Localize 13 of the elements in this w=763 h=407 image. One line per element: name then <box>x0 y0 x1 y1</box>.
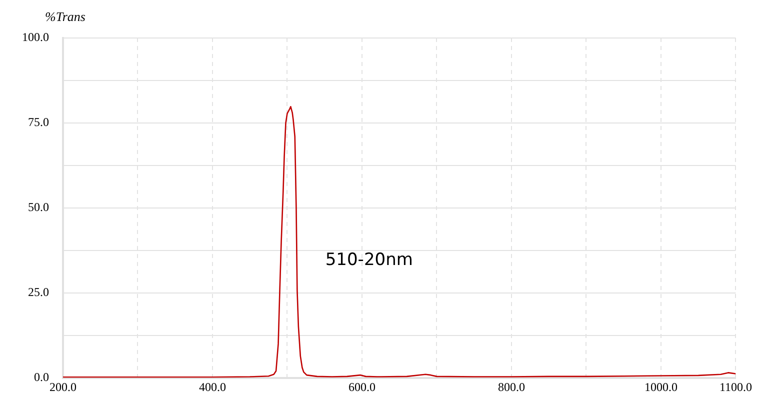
y-axis-title: %Trans <box>45 8 86 24</box>
x-tick-label: 800.0 <box>498 380 525 394</box>
x-tick-label: 200.0 <box>50 380 76 394</box>
y-tick-label: 25.0 <box>28 285 49 300</box>
y-tick-label: 50.0 <box>28 200 49 214</box>
x-tick-label: 400.0 <box>198 380 226 394</box>
y-tick-label: 100.0 <box>22 30 49 44</box>
x-tick-label: 1000.0 <box>644 380 678 394</box>
annotation: 510-20nm <box>325 250 413 270</box>
y-tick-label: 75.0 <box>28 115 49 130</box>
x-tick-label: 600.0 <box>348 380 376 394</box>
y-tick-label: 0.0 <box>34 370 49 384</box>
x-tick-label: 1100.0 <box>719 380 752 394</box>
